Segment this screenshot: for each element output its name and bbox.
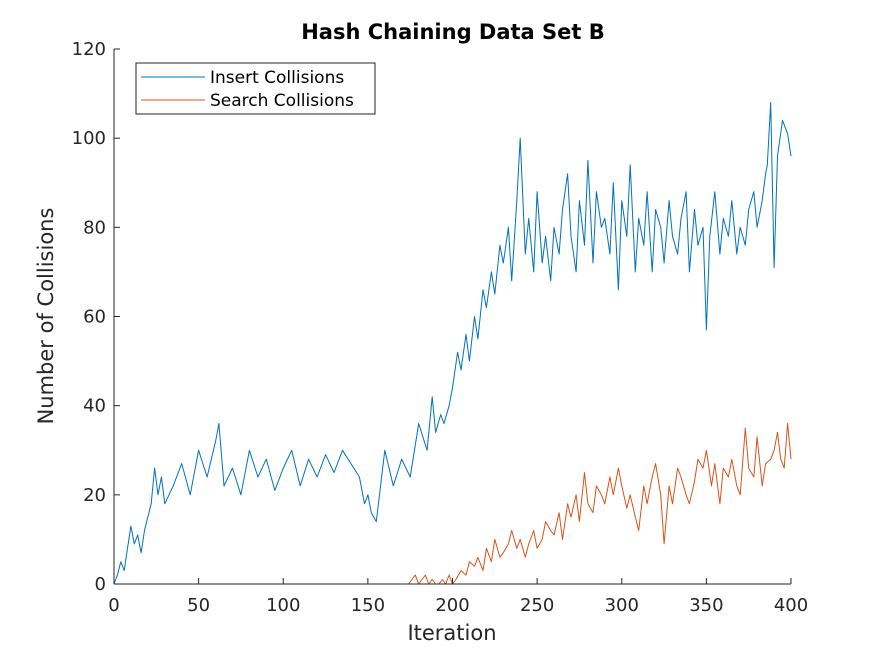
- series-line-insert-collisions: [113, 102, 792, 585]
- legend-label-insert-collisions: Insert Collisions: [210, 68, 344, 88]
- x-tick-label: 300: [605, 595, 639, 616]
- y-tick-label: 80: [83, 217, 106, 238]
- chart-title: Hash Chaining Data Set B: [301, 20, 605, 44]
- x-tick-label: 200: [435, 595, 469, 616]
- series-line-search-collisions: [114, 423, 792, 585]
- y-axis-label: Number of Collisions: [34, 208, 58, 425]
- x-ticks: 0 50 100 150 200 250 300 350 400: [108, 578, 808, 616]
- x-tick-label: 50: [187, 595, 210, 616]
- y-tick-label: 100: [72, 128, 106, 149]
- y-tick-label: 120: [72, 39, 106, 60]
- x-tick-label: 350: [689, 595, 723, 616]
- y-tick-label: 20: [83, 485, 106, 506]
- legend: Insert Collisions Search Collisions: [135, 62, 376, 115]
- x-tick-label: 250: [520, 595, 554, 616]
- plot-area: 0 50 100 150 200 250 300 350 400 0 20 40 60 80 100 120: [72, 39, 809, 616]
- legend-box: [135, 62, 376, 115]
- y-tick-label: 0: [95, 574, 106, 595]
- x-tick-label: 400: [774, 595, 808, 616]
- y-tick-label: 60: [83, 307, 106, 328]
- x-axis-label: Iteration: [407, 621, 496, 645]
- x-tick-label: 100: [266, 595, 300, 616]
- legend-label-search-collisions: Search Collisions: [210, 91, 354, 111]
- y-tick-label: 40: [83, 396, 106, 417]
- series-layer: [113, 102, 792, 585]
- y-ticks: 0 20 40 60 80 100 120: [72, 39, 120, 595]
- x-tick-label: 0: [108, 595, 119, 616]
- x-tick-label: 150: [351, 595, 385, 616]
